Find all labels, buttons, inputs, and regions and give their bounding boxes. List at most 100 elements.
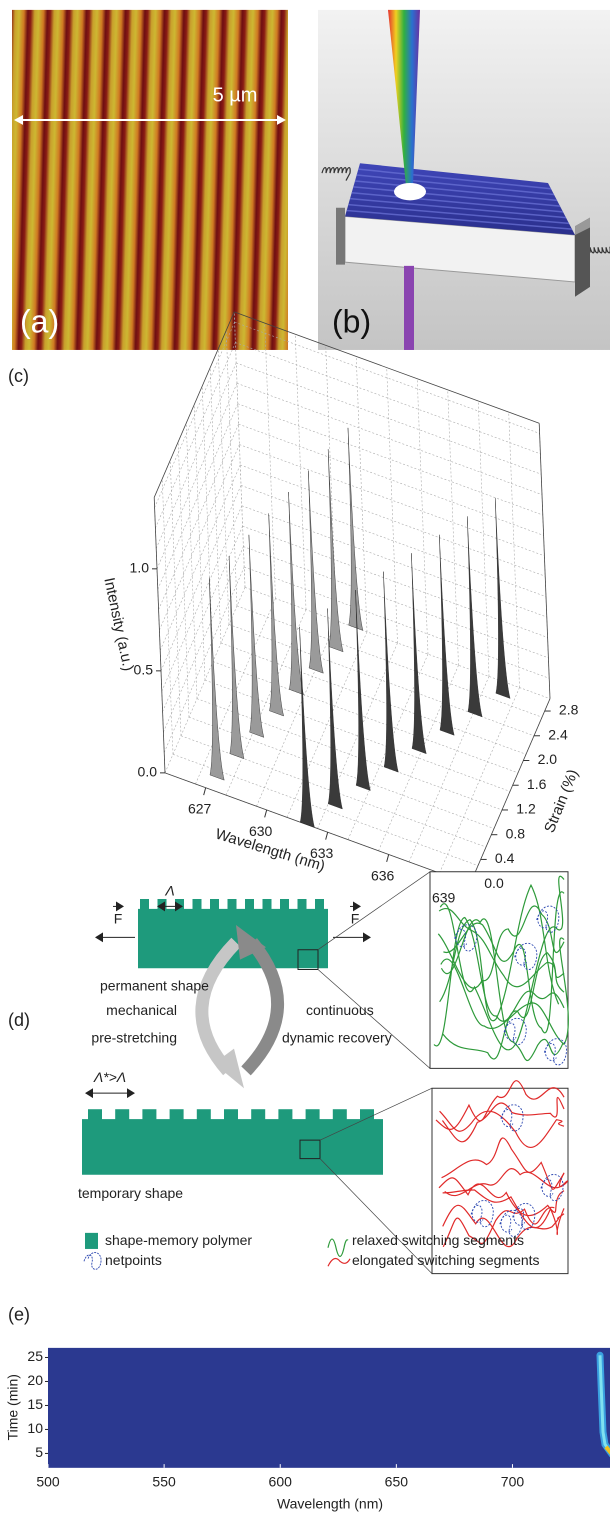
grating-tooth	[360, 1109, 374, 1121]
chain-segment	[443, 1205, 564, 1246]
grating-tooth	[278, 1109, 293, 1121]
wall-grid	[387, 368, 398, 643]
y-tick-label: 2.0	[538, 751, 558, 767]
x-tick	[204, 788, 206, 795]
force-label: F	[114, 911, 123, 927]
chain-segment	[443, 892, 564, 1033]
spectrum-peak	[229, 556, 244, 759]
scale-bar-label: 5 µm	[213, 85, 258, 107]
afm-image	[12, 9, 288, 350]
grating-tooth	[115, 1109, 130, 1121]
polymer-temporary	[82, 1119, 383, 1175]
spectrum-peak	[269, 513, 284, 716]
x-tick	[326, 832, 328, 839]
grating-tooth	[262, 898, 272, 911]
x-tick-label: 633	[310, 845, 334, 861]
axis-title: Intensity (a.u.)	[100, 576, 136, 673]
panel-label: (e)	[8, 1304, 30, 1324]
chain-segment	[439, 909, 564, 987]
y-tick-label: 2.4	[548, 726, 568, 742]
cycle-arrow	[202, 942, 236, 1071]
box-edge	[165, 773, 470, 884]
legend-label: netpoints	[105, 1252, 162, 1268]
sheet-wave	[357, 175, 554, 195]
y-tick-label: 25	[27, 1348, 43, 1364]
netpoint	[544, 1039, 566, 1065]
grating-tooth	[245, 898, 254, 911]
process-label: mechanical	[106, 1002, 177, 1018]
sheet-wave	[358, 169, 551, 189]
grating-tooth	[251, 1109, 266, 1121]
grating-tooth	[169, 1109, 184, 1121]
spectrum-peak	[495, 498, 510, 699]
z-tick-label: 0.0	[138, 764, 158, 780]
grating-tooth	[140, 898, 149, 911]
cycle-arrow-head	[236, 924, 266, 960]
x-tick-label: 700	[501, 1473, 525, 1489]
wall-grid	[156, 363, 236, 548]
cycle-arrow-head	[214, 1048, 244, 1089]
x-tick	[387, 854, 389, 861]
sheet-wave	[348, 205, 569, 224]
y-tick-label: 0.0	[484, 875, 504, 891]
legend-netpoint	[84, 1253, 101, 1270]
x-tick-label: 636	[371, 867, 395, 883]
box-edge	[234, 312, 539, 423]
chain-segment	[440, 876, 564, 1050]
wall-grid	[240, 465, 545, 576]
wall-grid	[157, 383, 237, 568]
zoom-box	[432, 1088, 568, 1273]
wall-grid	[226, 330, 237, 605]
box-edge	[154, 497, 165, 772]
legend-chain	[328, 1239, 348, 1256]
heatmap	[48, 1347, 610, 1468]
wall-grid	[162, 506, 242, 691]
process-label: pre-stretching	[91, 1029, 177, 1045]
axis-title: Wavelength (nm)	[277, 1496, 383, 1512]
wall-grid	[448, 390, 459, 665]
zoom-line	[320, 1159, 432, 1274]
period-label: Λ	[164, 882, 174, 898]
x-tick-label: 627	[188, 801, 212, 817]
period-label: Λ*>Λ	[93, 1069, 126, 1085]
netpoint	[455, 925, 477, 951]
sheet-wave	[355, 181, 557, 200]
grating-tooth	[196, 1109, 211, 1121]
x-tick-label: 650	[385, 1473, 409, 1489]
wall-grid	[186, 423, 197, 698]
y-tick-label: 1.6	[527, 776, 547, 792]
force-label: F	[351, 911, 360, 927]
zoom-line	[318, 872, 430, 950]
grating-tooth	[332, 1109, 347, 1121]
wall-grid	[210, 368, 221, 643]
cycle-arrow	[246, 942, 278, 1071]
x-tick	[265, 810, 267, 817]
process-label: dynamic recovery	[282, 1029, 392, 1045]
wall-grid	[158, 404, 238, 589]
grating-tooth	[192, 898, 202, 911]
grating-tooth	[224, 1109, 238, 1121]
light-spot	[394, 183, 426, 201]
wall-grid	[265, 323, 276, 598]
axis-title: Strain (%)	[541, 767, 582, 835]
wall-grid	[178, 442, 189, 717]
sheet-wave	[347, 210, 572, 229]
wall-grid	[161, 485, 241, 670]
spectrum-peak	[328, 449, 343, 652]
wall-grid	[234, 312, 245, 587]
y-tick-label: 1.2	[516, 801, 536, 817]
clamp	[575, 217, 590, 235]
heatmap-trace	[600, 1355, 610, 1465]
spectrum-peak	[383, 572, 398, 773]
grating-tooth	[305, 1109, 320, 1121]
grating-tooth	[280, 898, 289, 911]
wall-grid	[155, 343, 235, 528]
chain-segment	[443, 1207, 554, 1247]
chain-segment	[442, 1138, 564, 1189]
heatmap-hot	[606, 1447, 610, 1466]
chain-segment	[443, 953, 564, 1059]
wall-grid	[162, 479, 173, 754]
legend-label: shape-memory polymer	[105, 1232, 252, 1248]
spectrum-peak	[328, 608, 343, 809]
